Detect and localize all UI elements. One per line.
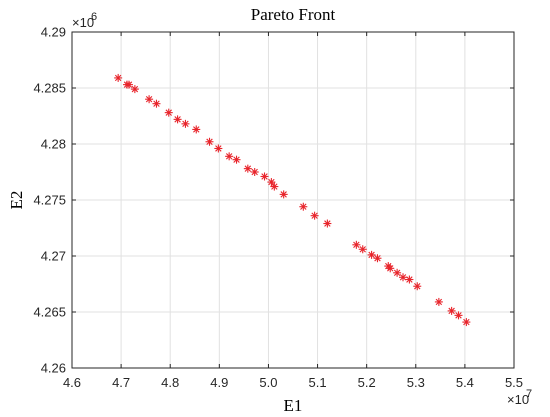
data-point [462,318,471,327]
y-multiplier-base: ×10 [72,15,94,30]
data-point [181,119,190,128]
data-point [124,80,133,89]
data-point [405,275,414,284]
data-point [243,164,252,173]
y-multiplier: ×10 6 [72,11,97,30]
y-tick-label: 4.28 [41,137,66,152]
data-point [192,125,201,134]
data-series [114,73,471,327]
data-point [393,268,402,277]
data-point [413,282,422,291]
x-tick-label: 5.5 [505,375,523,390]
x-axis-label: E1 [284,396,303,415]
data-point [454,311,463,320]
tick-layer: 4.6 4.7 4.8 4.9 5.0 5.1 5.2 5.3 5.4 5.5 4.26 4.265 4… [33,25,523,391]
data-point [399,273,408,282]
y-multiplier-exponent: 6 [91,11,97,23]
data-point [310,211,319,220]
data-point [205,137,214,146]
data-point [352,240,361,249]
y-tick-label: 4.26 [41,361,66,376]
y-axis-label: E2 [7,191,26,210]
x-tick-label: 4.9 [210,375,228,390]
x-tick-label: 5.2 [358,375,376,390]
y-tick-label: 4.29 [41,25,66,40]
x-tick-label: 5.3 [407,375,425,390]
x-tick-label: 4.8 [161,375,179,390]
x-tick-label: 5.4 [456,375,474,390]
data-point [323,219,332,228]
data-point [367,250,376,259]
data-point [299,202,308,211]
data-point [373,254,382,263]
data-point [114,73,123,82]
data-point [232,155,241,164]
data-point [250,168,259,176]
x-tick-label: 5.1 [309,375,327,390]
data-point [145,95,154,104]
data-point [164,108,173,117]
data-point [214,144,223,153]
data-point [152,99,161,108]
y-tick-label: 4.265 [33,305,66,320]
data-point [358,245,367,254]
y-tick-label: 4.27 [41,249,66,264]
data-point [279,190,288,199]
data-point [386,264,395,273]
data-point [434,297,443,306]
grid-layer [71,31,515,369]
data-point [173,115,182,124]
y-tick-label: 4.275 [33,193,66,208]
x-multiplier: ×10 7 [507,388,532,407]
x-tick-label: 4.6 [63,375,81,390]
chart-title: Pareto Front [251,5,336,24]
data-point [447,306,456,315]
data-point [260,172,269,181]
data-point [130,85,139,94]
x-multiplier-base: ×10 [507,392,529,407]
data-point [225,152,234,161]
x-tick-label: 5.0 [259,375,277,390]
x-tick-label: 4.7 [112,375,130,390]
data-point [270,182,279,191]
x-multiplier-exponent: 7 [526,388,532,400]
data-point [267,178,276,187]
y-tick-label: 4.285 [33,81,66,96]
